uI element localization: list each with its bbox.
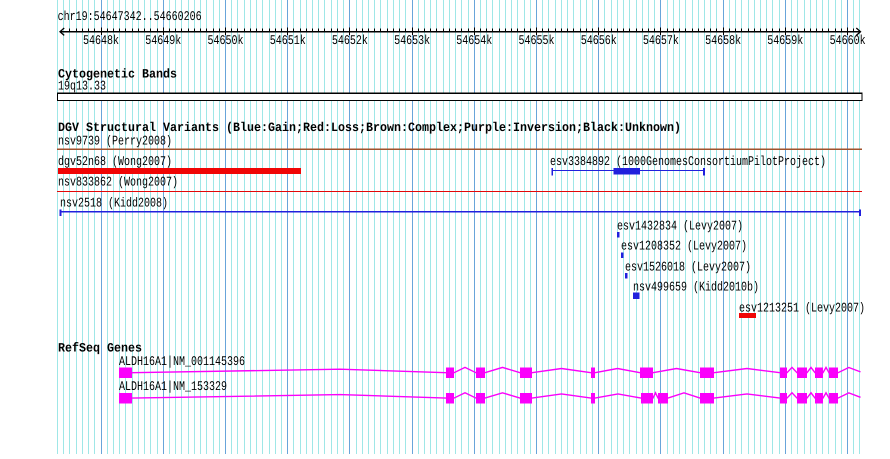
- svg-text:RefSeq Genes: RefSeq Genes: [58, 341, 142, 356]
- svg-text:nsv9739 (Perry2008): nsv9739 (Perry2008): [58, 134, 172, 149]
- svg-text:54656k: 54656k: [581, 33, 617, 48]
- svg-text:54652k: 54652k: [332, 33, 368, 48]
- svg-text:54654k: 54654k: [456, 33, 492, 48]
- svg-text:chr19:54647342..54660206: chr19:54647342..54660206: [58, 9, 202, 24]
- svg-text:19q13.33: 19q13.33: [58, 79, 106, 94]
- svg-text:54660k: 54660k: [830, 33, 866, 48]
- svg-text:nsv833862 (Wong2007): nsv833862 (Wong2007): [58, 175, 178, 190]
- svg-text:nsv2518 (Kidd2008): nsv2518 (Kidd2008): [60, 196, 168, 211]
- svg-text:ALDH16A1|NM_153329: ALDH16A1|NM_153329: [119, 379, 227, 394]
- svg-text:54657k: 54657k: [643, 33, 679, 48]
- svg-text:54651k: 54651k: [270, 33, 306, 48]
- svg-text:esv1208352 (Levy2007): esv1208352 (Levy2007): [621, 239, 747, 254]
- svg-text:54658k: 54658k: [705, 33, 741, 48]
- svg-text:54648k: 54648k: [83, 33, 119, 48]
- svg-text:esv1213251 (Levy2007): esv1213251 (Levy2007): [739, 301, 865, 316]
- svg-text:esv1432834 (Levy2007): esv1432834 (Levy2007): [617, 219, 743, 234]
- svg-text:54655k: 54655k: [519, 33, 555, 48]
- svg-text:nsv499659 (Kidd2010b): nsv499659 (Kidd2010b): [633, 280, 759, 295]
- svg-text:esv3384892 (1000GenomesConsort: esv3384892 (1000GenomesConsortiumPilotPr…: [550, 154, 826, 169]
- svg-text:54659k: 54659k: [767, 33, 803, 48]
- svg-text:54650k: 54650k: [208, 33, 244, 48]
- svg-text:DGV Structural Variants (Blue:: DGV Structural Variants (Blue:Gain;Red:L…: [58, 120, 681, 135]
- svg-text:ALDH16A1|NM_001145396: ALDH16A1|NM_001145396: [119, 354, 245, 369]
- svg-text:dgv52n68 (Wong2007): dgv52n68 (Wong2007): [58, 154, 172, 169]
- svg-text:54649k: 54649k: [145, 33, 181, 48]
- svg-text:esv1526018 (Levy2007): esv1526018 (Levy2007): [625, 260, 751, 275]
- svg-text:Cytogenetic Bands: Cytogenetic Bands: [58, 67, 177, 82]
- svg-text:54653k: 54653k: [394, 33, 430, 48]
